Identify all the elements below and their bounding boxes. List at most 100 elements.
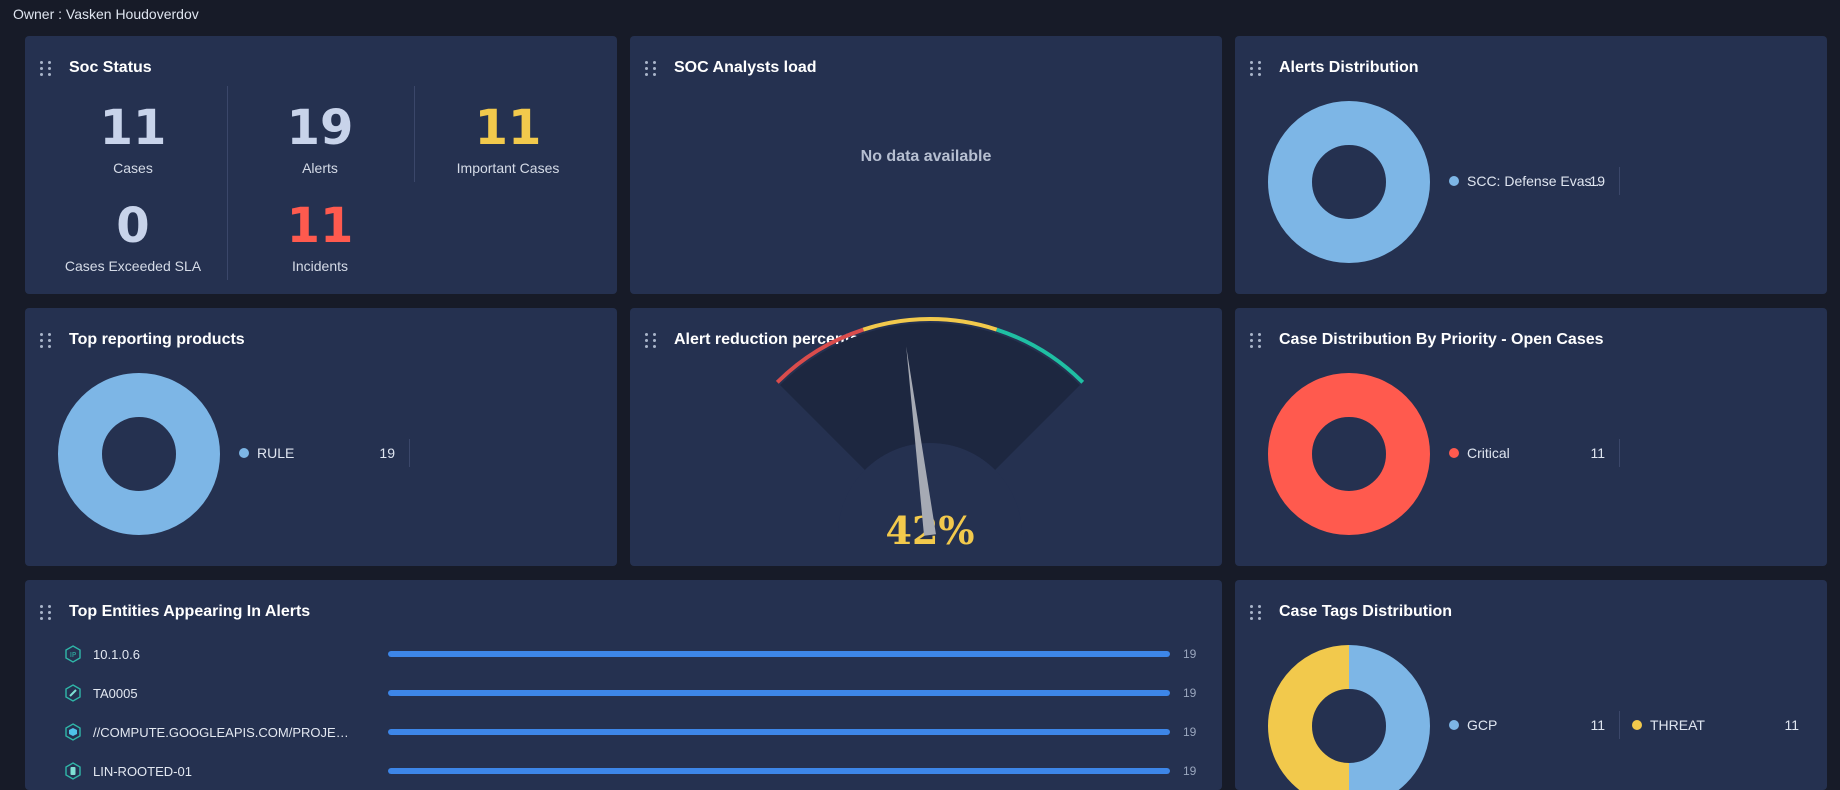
widget-title: Case Distribution By Priority - Open Cas… <box>1279 331 1604 348</box>
drag-handle-icon[interactable] <box>1249 330 1263 350</box>
stat-alerts[interactable]: 19 Alerts <box>225 102 415 176</box>
entity-label: 10.1.0.6 <box>93 646 140 662</box>
drag-handle-icon[interactable] <box>39 330 53 350</box>
drag-handle-icon[interactable] <box>39 58 53 78</box>
entity-label: TA0005 <box>93 685 138 701</box>
divider <box>414 86 415 182</box>
donut-chart[interactable] <box>1267 100 1431 264</box>
legend-dot-icon <box>1449 720 1459 730</box>
entity-label: //COMPUTE.GOOGLEAPIS.COM/PROJECT... <box>93 724 358 740</box>
divider <box>227 86 228 280</box>
entity-bar <box>388 690 1170 696</box>
top-entities-widget: Top Entities Appearing In Alerts IP 10.1… <box>25 580 1222 790</box>
legend-dot-icon <box>1449 448 1459 458</box>
drag-handle-icon[interactable] <box>39 602 53 622</box>
legend-item[interactable]: SCC: Defense Evas... <box>1449 167 1603 195</box>
stat-value: 11 <box>99 100 167 156</box>
divider <box>1619 439 1620 467</box>
entity-bar <box>388 651 1170 657</box>
drag-handle-icon[interactable] <box>1249 58 1263 78</box>
entity-count: 19 <box>1183 686 1197 700</box>
widget-title: Alerts Distribution <box>1279 59 1419 76</box>
legend-value: 19 <box>1589 173 1605 189</box>
donut-slice-gcp[interactable] <box>1347 645 1430 790</box>
legend-label: GCP <box>1467 717 1498 733</box>
stat-label: Cases <box>113 160 153 176</box>
legend-item[interactable]: Critical <box>1449 439 1510 467</box>
svg-text:IP: IP <box>70 651 76 659</box>
gauge-background <box>780 323 1080 470</box>
soc-status-widget: Soc Status 11 Cases 19 Alerts 11 Importa… <box>25 36 617 294</box>
stat-value: 19 <box>286 100 354 156</box>
legend-value: 11 <box>1590 445 1605 461</box>
donut-chart[interactable] <box>1267 644 1431 790</box>
widget-title: Top reporting products <box>69 331 245 348</box>
divider <box>1619 167 1620 195</box>
widget-title: SOC Analysts load <box>674 59 817 76</box>
stat-label: Alerts <box>302 160 338 176</box>
legend-label: Critical <box>1467 445 1510 461</box>
gauge-arc-low <box>775 327 864 384</box>
entity-bar-fill <box>388 729 1170 735</box>
drag-handle-icon[interactable] <box>1249 602 1263 622</box>
ip-icon: IP <box>63 644 83 664</box>
entity-row[interactable]: LIN-ROOTED-01 19 <box>63 759 1222 783</box>
gauge-hub <box>838 443 1022 535</box>
case-priority-widget: Case Distribution By Priority - Open Cas… <box>1235 308 1827 566</box>
divider <box>1619 711 1620 739</box>
legend-item[interactable]: RULE <box>239 439 294 467</box>
donut-chart[interactable] <box>57 372 221 536</box>
host-icon <box>63 761 83 781</box>
analysts-load-widget: SOC Analysts load No data available <box>630 36 1222 294</box>
legend-label: THREAT <box>1650 717 1705 733</box>
alerts-distribution-widget: Alerts Distribution SCC: Defense Evas...… <box>1235 36 1827 294</box>
legend-value: 11 <box>1784 717 1799 733</box>
entity-label: LIN-ROOTED-01 <box>93 763 192 779</box>
donut-slice[interactable] <box>58 373 220 535</box>
pen-icon <box>63 683 83 703</box>
case-tags-widget: Case Tags Distribution GCP 11 THREAT 11 <box>1235 580 1827 790</box>
stat-value: 11 <box>286 198 354 254</box>
gauge-chart: 42% <box>775 317 1085 553</box>
legend-value: 11 <box>1590 717 1605 733</box>
legend-value: 19 <box>379 445 395 461</box>
widget-title: Case Tags Distribution <box>1279 603 1453 620</box>
legend-item[interactable]: THREAT <box>1632 711 1705 739</box>
entity-row[interactable]: //COMPUTE.GOOGLEAPIS.COM/PROJECT... 19 <box>63 720 1222 744</box>
top-products-widget: Top reporting products RULE 19 <box>25 308 617 566</box>
stat-value: 0 <box>116 198 150 254</box>
entity-bar-fill <box>388 690 1170 696</box>
legend-item[interactable]: GCP <box>1449 711 1497 739</box>
stat-important-cases[interactable]: 11 Important Cases <box>413 102 603 176</box>
widget-title: Top Entities Appearing In Alerts <box>69 603 311 620</box>
stat-cases[interactable]: 11 Cases <box>38 102 228 176</box>
stat-incidents[interactable]: 11 Incidents <box>225 200 415 274</box>
owner-label: Owner : Vasken Houdoverdov <box>13 6 199 22</box>
entity-count: 19 <box>1183 764 1197 778</box>
legend-label: RULE <box>257 445 295 461</box>
drag-handle-icon[interactable] <box>644 330 658 350</box>
no-data-message: No data available <box>860 148 992 165</box>
legend-label: SCC: Defense Evas... <box>1467 173 1604 189</box>
drag-handle-icon[interactable] <box>644 58 658 78</box>
donut-slice[interactable] <box>1268 101 1430 263</box>
entity-row[interactable]: TA0005 19 <box>63 681 1222 705</box>
legend-dot-icon <box>1632 720 1642 730</box>
donut-slice-threat[interactable] <box>1268 645 1351 790</box>
resource-icon <box>63 722 83 742</box>
stat-label: Cases Exceeded SLA <box>64 258 202 274</box>
donut-slice[interactable] <box>1268 373 1430 535</box>
entity-row[interactable]: IP 10.1.0.6 19 <box>63 642 1222 666</box>
entity-bar <box>388 768 1170 774</box>
stat-label: Important Cases <box>456 160 560 176</box>
gauge-arc-mid <box>862 317 998 332</box>
legend-dot-icon <box>239 448 249 458</box>
stat-cases-exceeded-sla[interactable]: 0 Cases Exceeded SLA <box>38 200 228 274</box>
stat-value: 11 <box>474 100 542 156</box>
entity-count: 19 <box>1183 725 1197 739</box>
widget-title: Soc Status <box>69 59 152 76</box>
entity-bar-fill <box>388 651 1170 657</box>
donut-chart[interactable] <box>1267 372 1431 536</box>
entity-bar <box>388 729 1170 735</box>
entity-count: 19 <box>1183 647 1197 661</box>
